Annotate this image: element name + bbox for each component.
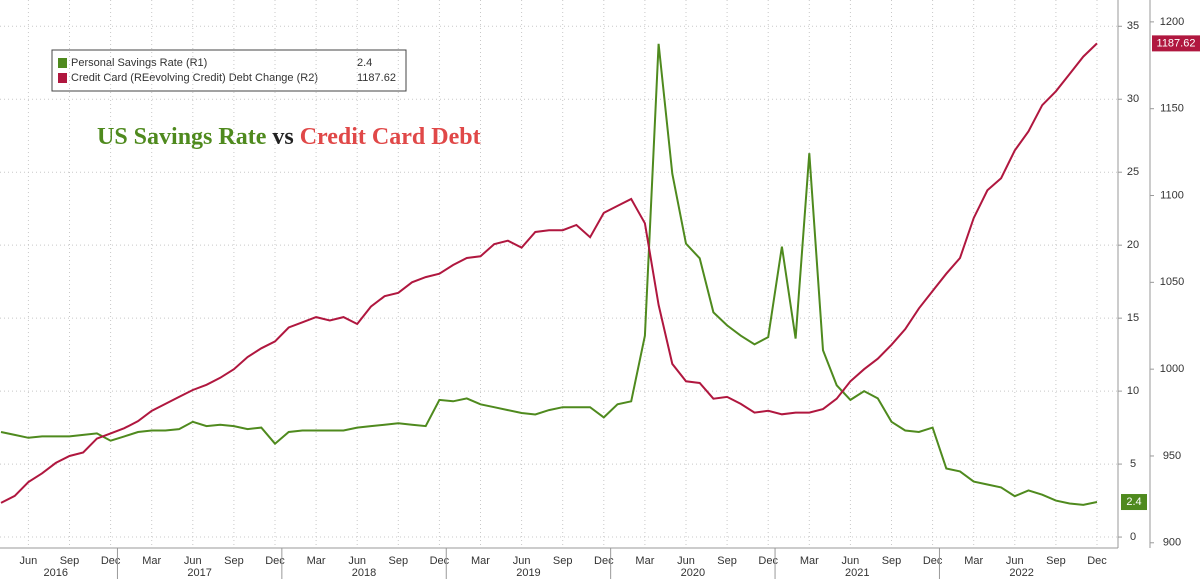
value-badge [1121, 494, 1147, 511]
y-tick-label: 10 [1127, 385, 1139, 397]
y2-tick-label: 900 [1163, 537, 1181, 549]
x-tick-label: Dec [923, 555, 943, 567]
x-tick-label: Mar [471, 555, 490, 567]
y-tick-label: 35 [1127, 20, 1139, 32]
x-tick-label: Jun [677, 555, 695, 567]
x-tick-label: Mar [307, 555, 326, 567]
y-tick-label: 15 [1127, 312, 1139, 324]
legend-value: 2.4 [357, 57, 372, 69]
x-tick-label: Mar [142, 555, 161, 567]
y2-tick-label: 1000 [1160, 363, 1184, 375]
x-tick-label: Dec [265, 555, 285, 567]
title-part: vs [272, 124, 293, 150]
y2-tick-label: 1100 [1160, 189, 1184, 201]
value-badge-label: 1187.62 [1157, 37, 1196, 49]
x-tick-label: Jun [20, 555, 38, 567]
x-tick-label: Mar [800, 555, 819, 567]
legend: Personal Savings Rate (R1) 2.4 Credit Card… [51, 49, 407, 92]
x-year-label: 2018 [352, 567, 376, 579]
y-tick-label: 20 [1127, 239, 1139, 251]
x-tick-label: Sep [60, 555, 80, 567]
x-tick-label: Jun [184, 555, 202, 567]
y-tick-label: 25 [1127, 166, 1139, 178]
x-tick-label: Jun [348, 555, 366, 567]
y2-tick-label: 1150 [1160, 103, 1184, 115]
x-tick-label: Mar [964, 555, 983, 567]
x-tick-label: Sep [389, 555, 409, 567]
y2-tick-label: 1200 [1160, 16, 1184, 28]
grid [0, 0, 1118, 548]
y-tick-label: 5 [1130, 458, 1136, 470]
x-tick-label: Dec [1087, 555, 1107, 567]
x-tick-label: Sep [553, 555, 573, 567]
chart-title: US Savings Rate vs Credit Card Debt [97, 124, 481, 150]
value-badge [1152, 35, 1200, 52]
x-year-label: 2020 [681, 567, 705, 579]
x-year-label: 2022 [1009, 567, 1033, 579]
legend-swatch [58, 73, 67, 83]
series-line [0, 43, 1098, 506]
x-year-label: 2021 [845, 567, 869, 579]
x-tick-label: Dec [101, 555, 121, 567]
title-part: Credit Card Debt [300, 124, 481, 150]
x-tick-label: Sep [882, 555, 902, 567]
y-tick-label: 0 [1130, 531, 1136, 543]
y2-tick-label: 1050 [1160, 276, 1184, 288]
legend-label: Personal Savings Rate (R1) [71, 57, 207, 69]
x-tick-label: Dec [758, 555, 778, 567]
legend-label: Credit Card (REevolving Credit) Debt Cha… [71, 72, 318, 84]
legend-value: 1187.62 [357, 72, 396, 84]
x-tick-label: Sep [717, 555, 737, 567]
x-year-label: 2016 [44, 567, 68, 579]
legend-swatch [58, 58, 67, 68]
series-line [0, 42, 1098, 504]
x-tick-label: Dec [594, 555, 614, 567]
y2-tick-label: 950 [1163, 450, 1181, 462]
x-tick-label: Mar [635, 555, 654, 567]
x-tick-label: Sep [1046, 555, 1066, 567]
x-tick-label: Jun [513, 555, 531, 567]
x-year-label: 2019 [516, 567, 540, 579]
x-tick-label: Sep [224, 555, 244, 567]
title-part: US Savings Rate [97, 124, 267, 150]
y-tick-label: 30 [1127, 93, 1139, 105]
x-tick-label: Jun [842, 555, 860, 567]
value-badge-label: 2.4 [1126, 496, 1141, 508]
x-tick-label: Jun [1006, 555, 1024, 567]
x-tick-label: Dec [430, 555, 450, 567]
x-year-label: 2017 [187, 567, 211, 579]
